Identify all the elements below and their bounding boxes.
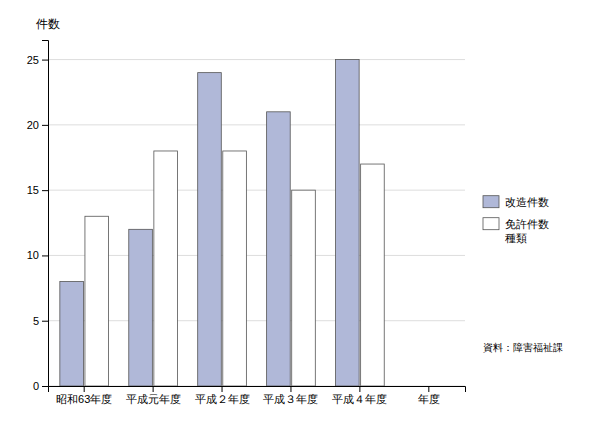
legend-label-line: 免許件数: [505, 218, 549, 231]
legend-swatch: [483, 218, 499, 230]
chart-container: 昭和63年度 平成元年度 平成２年度 平成３年度 平成４年度 年度 0 5 10 15 20 25 件数…: [0, 0, 615, 426]
legend-label: 改造件数: [505, 196, 549, 209]
x-tick-mark: [359, 386, 360, 392]
legend-swatch: [483, 196, 499, 208]
x-tick-label: 平成４年度: [332, 393, 387, 405]
legend: 改造件数免許件数種類: [483, 196, 549, 245]
x-axis-line: [49, 387, 466, 393]
grid-line: [48, 255, 465, 256]
y-tick-mark: [42, 125, 48, 126]
x-axis: 昭和63年度 平成元年度 平成２年度 平成３年度 平成４年度 年度: [49, 386, 466, 405]
bar: [336, 60, 360, 386]
y-tick-label: 20: [27, 119, 39, 131]
annotation: 資料：障害福祉課: [483, 342, 563, 353]
y-tick-label: 25: [27, 54, 39, 66]
y-tick-mark: [42, 321, 48, 322]
y-tick: 5: [33, 315, 48, 327]
x-tick-label: 年度: [418, 393, 440, 405]
legend-item: 免許件数種類: [483, 218, 549, 245]
plot: 昭和63年度 平成元年度 平成２年度 平成３年度 平成４年度 年度 0 5 10 15 20 25 件数…: [27, 17, 563, 405]
bar: [129, 229, 153, 386]
y-tick-label: 5: [33, 315, 39, 327]
legend-item: 改造件数: [483, 196, 549, 209]
y-tick-label: 15: [27, 184, 39, 196]
y-axis-line: [42, 41, 49, 387]
y-tick: 25: [27, 54, 48, 66]
grid-line: [48, 190, 465, 191]
bars: [60, 60, 384, 386]
y-axis: 0 5 10 15 20 25: [27, 41, 49, 393]
x-tick-mark: [84, 386, 85, 392]
x-tick-mark: [222, 386, 223, 392]
bar-series: [85, 151, 384, 386]
y-tick-mark: [42, 255, 48, 256]
legend-label: 免許件数種類: [505, 218, 549, 245]
x-tick-label: 昭和63年度: [56, 393, 112, 405]
x-tick-label: 平成２年度: [195, 393, 250, 405]
y-tick-mark: [42, 60, 48, 61]
bar: [85, 216, 109, 386]
y-tick: 10: [27, 249, 48, 261]
y-tick-mark: [42, 190, 48, 191]
grid: [48, 60, 465, 386]
x-tick: 平成元年度: [126, 386, 181, 405]
bar: [292, 190, 316, 386]
bar: [223, 151, 247, 386]
x-tick-mark: [290, 386, 291, 392]
x-tick-mark: [153, 386, 154, 392]
grid-line: [48, 124, 465, 125]
x-tick: 平成２年度: [195, 386, 250, 405]
x-tick-mark: [428, 386, 429, 392]
chart-svg: 昭和63年度 平成元年度 平成２年度 平成３年度 平成４年度 年度 0 5 10 15 20 25 件数…: [0, 0, 615, 426]
x-tick: 年度: [418, 386, 440, 405]
bar: [198, 73, 222, 386]
y-tick: 0: [33, 380, 48, 392]
grid-line: [48, 59, 465, 60]
grid-line: [48, 320, 465, 321]
x-tick: 昭和63年度: [56, 386, 112, 405]
y-tick: 15: [27, 184, 48, 196]
y-tick-label: 0: [33, 380, 39, 392]
y-tick: 20: [27, 119, 48, 131]
x-tick: 平成３年度: [263, 386, 318, 405]
bar: [267, 112, 291, 386]
legend-label-line: 種類: [505, 232, 527, 245]
bar: [154, 151, 178, 386]
bar: [361, 164, 385, 386]
bar-series: [60, 60, 359, 386]
bar: [60, 282, 84, 386]
legend-label-line: 改造件数: [505, 196, 549, 209]
x-tick-label: 平成３年度: [263, 393, 318, 405]
y-tick-mark: [42, 386, 48, 387]
y-axis-title: 件数: [36, 17, 60, 31]
y-tick-label: 10: [27, 249, 39, 261]
x-tick-label: 平成元年度: [126, 393, 181, 405]
x-tick: 平成４年度: [332, 386, 387, 405]
